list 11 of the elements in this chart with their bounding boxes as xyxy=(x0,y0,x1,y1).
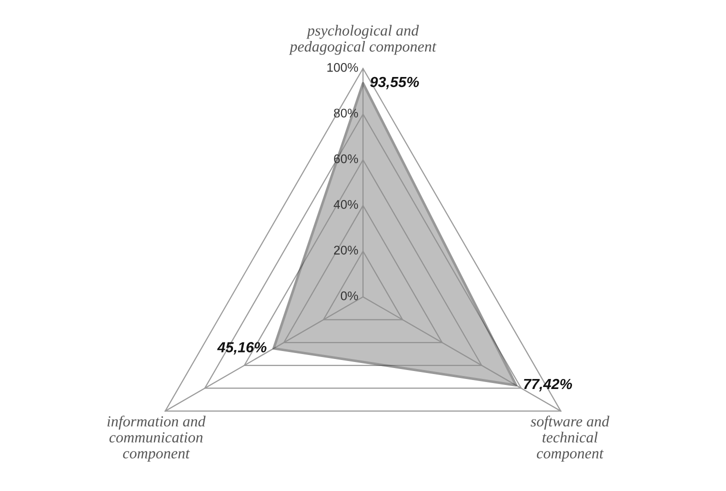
data-label: 45,16% xyxy=(217,342,266,354)
y-tick-label: 100% xyxy=(327,63,358,72)
spoke-label: psychological and pedagogical component xyxy=(288,24,436,55)
spoke-label: software and technical component xyxy=(530,416,610,462)
y-tick-label: 0% xyxy=(340,291,358,300)
y-tick-label: 40% xyxy=(334,200,358,209)
data-label: 93,55% xyxy=(370,76,419,90)
spoke-label: information and communication component xyxy=(107,416,206,462)
y-tick-label: 80% xyxy=(334,108,358,118)
data-label: 77,42% xyxy=(524,378,572,392)
y-tick-label: 20% xyxy=(334,246,358,255)
